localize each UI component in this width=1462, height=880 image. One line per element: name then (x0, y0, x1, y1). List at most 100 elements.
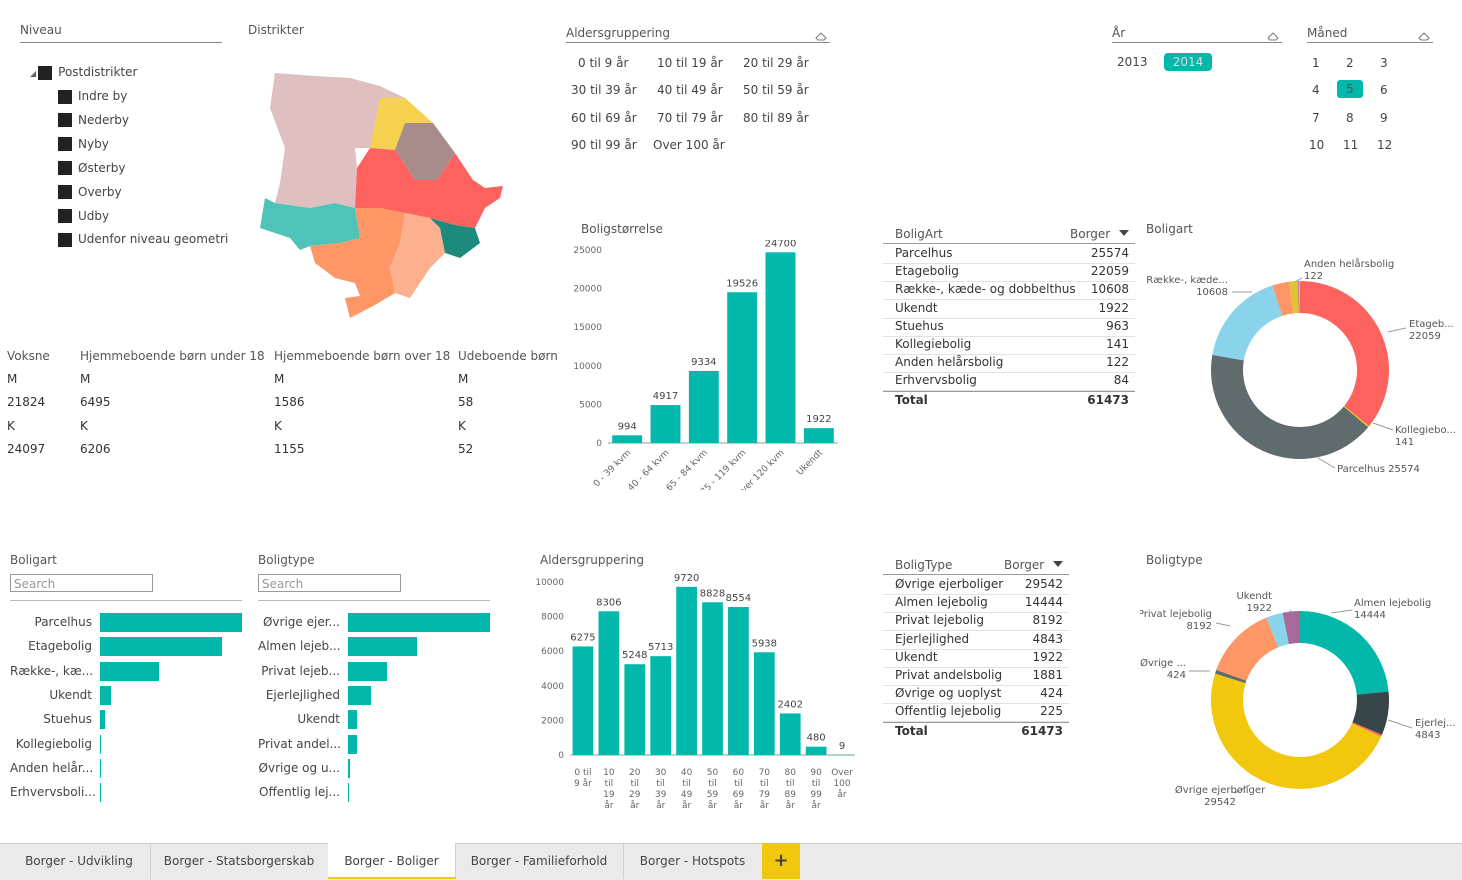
tree-root-postdistrikter[interactable]: ◢ Postdistrikter (30, 65, 138, 80)
checkbox-icon[interactable] (58, 137, 72, 152)
bar[interactable] (728, 607, 749, 755)
month-option[interactable]: 6 (1380, 83, 1388, 97)
boligstorrelse-chart[interactable]: 0 5000 10000 15000 20000 25000 994 0 - 39 kvm 49… (570, 240, 850, 490)
age-option[interactable]: 70 til 79 år (657, 111, 723, 125)
bar[interactable] (598, 611, 620, 755)
tab[interactable]: Borger - Statsborgerskab (150, 843, 329, 879)
month-option[interactable]: 11 (1343, 138, 1359, 152)
tab-active[interactable]: Borger - Boliger (328, 843, 456, 879)
district-region[interactable] (395, 123, 455, 180)
checkbox-icon[interactable] (58, 161, 72, 176)
donut-slice[interactable] (1299, 281, 1300, 314)
donut-slice[interactable] (1300, 281, 1389, 427)
table-header-right[interactable]: Borger (1004, 558, 1045, 572)
bar[interactable] (100, 661, 159, 681)
eraser-icon[interactable] (1267, 31, 1279, 41)
age-option[interactable]: 90 til 99 år (571, 138, 637, 152)
donut-slice[interactable] (1343, 406, 1369, 428)
month-option[interactable]: 12 (1377, 138, 1393, 152)
bar[interactable] (805, 746, 827, 755)
donut-slice[interactable] (1272, 281, 1294, 316)
age-option[interactable]: 50 til 59 år (743, 83, 809, 97)
bar[interactable] (688, 370, 719, 443)
bar[interactable] (753, 652, 775, 755)
aar-option-selected[interactable]: 2014 (1164, 53, 1212, 71)
aar-option[interactable]: 2013 (1117, 55, 1148, 69)
table-header-right[interactable]: Borger (1070, 227, 1111, 241)
donut-slice[interactable] (1212, 285, 1283, 361)
bar[interactable] (348, 758, 351, 778)
bar[interactable] (100, 685, 111, 705)
age-option[interactable]: 10 til 19 år (657, 56, 723, 70)
bar[interactable] (348, 637, 418, 657)
bar[interactable] (348, 783, 350, 803)
donut-slice[interactable] (1215, 669, 1247, 684)
donut-slice[interactable] (1351, 722, 1382, 737)
table-header-left[interactable]: BoligArt (895, 227, 943, 241)
bar[interactable] (100, 783, 101, 803)
collapse-icon[interactable]: ◢ (30, 69, 37, 78)
month-option[interactable]: 4 (1312, 83, 1320, 97)
bar[interactable] (348, 685, 372, 705)
tree-item[interactable]: Udenfor niveau geometri (58, 232, 228, 247)
bar[interactable] (702, 602, 723, 755)
bar[interactable] (803, 428, 834, 443)
sort-desc-icon[interactable] (1053, 561, 1063, 567)
boligart-search-input[interactable]: Search (10, 574, 153, 592)
donut-slice[interactable] (1300, 611, 1389, 695)
bar[interactable] (650, 405, 681, 443)
checkbox-icon[interactable] (58, 113, 72, 128)
bar[interactable] (624, 664, 646, 755)
age-option[interactable]: Over 100 år (653, 138, 725, 152)
checkbox-icon[interactable] (58, 209, 72, 223)
eraser-icon[interactable] (1418, 31, 1430, 41)
tab[interactable]: Borger - Familieforhold (455, 843, 624, 879)
district-region[interactable] (430, 218, 480, 258)
checkbox-icon[interactable] (38, 65, 53, 80)
bar[interactable] (100, 613, 242, 632)
bar[interactable] (348, 734, 358, 754)
checkbox-icon[interactable] (58, 89, 72, 104)
month-option-selected[interactable]: 5 (1337, 80, 1363, 98)
bar[interactable] (100, 734, 101, 754)
donut-slice[interactable] (1211, 354, 1369, 460)
age-option[interactable]: 30 til 39 år (571, 83, 637, 97)
month-option[interactable]: 7 (1312, 111, 1320, 125)
checkbox-icon[interactable] (58, 232, 72, 247)
bar[interactable] (100, 758, 101, 778)
district-region[interactable] (355, 148, 503, 228)
boligtype-search-input[interactable]: Search (258, 574, 401, 592)
age-option[interactable]: 60 til 69 år (571, 111, 637, 125)
tree-item[interactable]: Indre by (58, 89, 127, 104)
donut-slice[interactable] (1266, 612, 1289, 648)
bar[interactable] (348, 661, 388, 681)
tree-item[interactable]: Nyby (58, 137, 109, 152)
district-region[interactable] (390, 213, 445, 298)
sort-desc-icon[interactable] (1119, 230, 1129, 236)
bar[interactable] (100, 710, 106, 730)
bar[interactable] (348, 710, 358, 730)
month-option[interactable]: 1 (1312, 56, 1320, 70)
eraser-icon[interactable] (815, 31, 827, 41)
tree-item[interactable]: Udby (58, 209, 109, 223)
age-option[interactable]: 20 til 29 år (743, 56, 809, 70)
bar[interactable] (348, 613, 490, 632)
district-region[interactable] (260, 198, 360, 250)
bar[interactable] (612, 435, 643, 443)
donut-slice[interactable] (1298, 281, 1300, 314)
tab[interactable]: Borger - Hotspots (623, 843, 763, 879)
month-option[interactable]: 9 (1380, 111, 1388, 125)
bar[interactable] (831, 754, 853, 756)
bar[interactable] (779, 713, 801, 755)
bar[interactable] (727, 292, 758, 443)
donut-slice[interactable] (1216, 617, 1279, 681)
checkbox-icon[interactable] (58, 185, 72, 200)
tree-item[interactable]: Nederby (58, 113, 129, 128)
age-option[interactable]: 80 til 89 år (743, 111, 809, 125)
tree-item[interactable]: Overby (58, 185, 122, 200)
tab[interactable]: Borger - Udvikling (8, 843, 151, 879)
age-option[interactable]: 0 til 9 år (578, 56, 629, 70)
